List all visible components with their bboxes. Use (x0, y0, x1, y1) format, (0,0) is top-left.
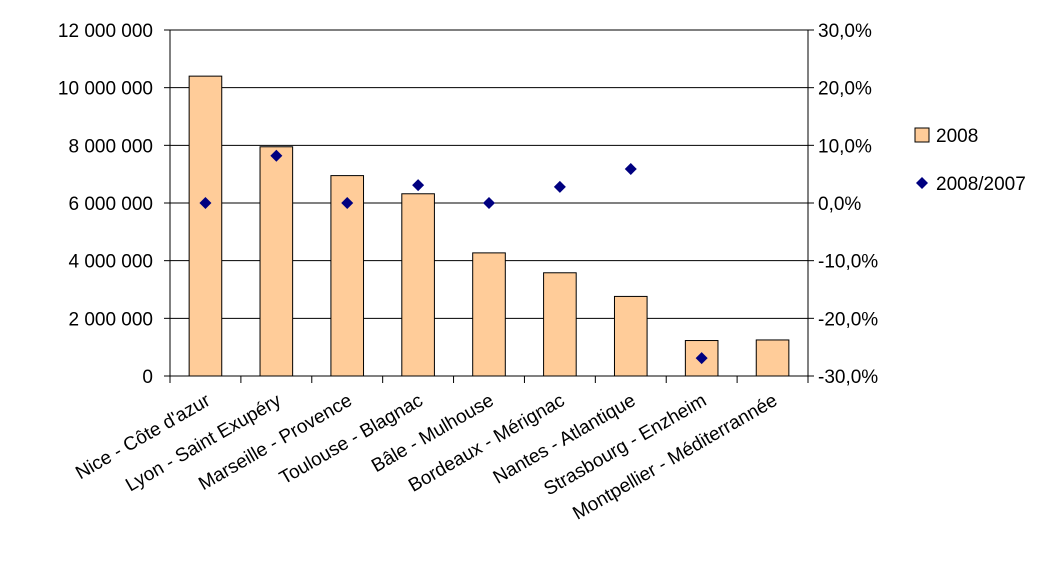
bar (613, 295, 648, 377)
right-tick-label: 20,0% (818, 79, 872, 100)
bar (401, 193, 435, 377)
bar-series-2008 (188, 75, 790, 377)
left-tick-label: 0 (142, 367, 153, 388)
legend-label-2008: 2008 (936, 126, 978, 147)
left-tick-label: 10 000 000 (58, 79, 153, 100)
data-point (695, 352, 708, 365)
legend-swatch-2008 (914, 127, 930, 143)
legend: 2008 2008/2007 (914, 126, 1026, 195)
bar (472, 252, 506, 377)
right-axis-ticks: -30,0% -20,0% -10,0% 0,0% 10,0% 20,0% 30,0% (808, 21, 878, 388)
bar (755, 339, 790, 377)
data-point (270, 149, 283, 162)
left-tick-label: 8 000 000 (68, 136, 153, 157)
right-tick-label: 0,0% (818, 194, 861, 215)
data-point (341, 197, 354, 209)
left-tick-label: 12 000 000 (58, 21, 153, 42)
bar (188, 75, 223, 377)
right-tick-label: 10,0% (818, 136, 872, 157)
data-point (483, 197, 495, 209)
left-axis-ticks: 0 2 000 000 4 000 000 6 000 000 8 000 000 10 … (58, 21, 170, 388)
left-tick-label: 6 000 000 (68, 194, 153, 215)
data-point (412, 179, 425, 192)
left-tick-label: 2 000 000 (68, 309, 153, 330)
data-point (199, 197, 212, 209)
right-tick-label: -30,0% (818, 367, 878, 388)
legend-label-2008-2007: 2008/2007 (936, 174, 1026, 195)
scatter-series-2008-2007 (199, 149, 708, 365)
right-tick-label: -20,0% (818, 309, 878, 330)
right-tick-label: -10,0% (818, 252, 878, 273)
right-tick-label: 30,0% (818, 21, 872, 42)
data-point (553, 180, 566, 193)
data-point (624, 162, 637, 175)
legend-swatch-2008-2007 (916, 177, 928, 189)
bar (543, 272, 577, 377)
bar (259, 146, 294, 377)
left-tick-label: 4 000 000 (68, 252, 153, 273)
